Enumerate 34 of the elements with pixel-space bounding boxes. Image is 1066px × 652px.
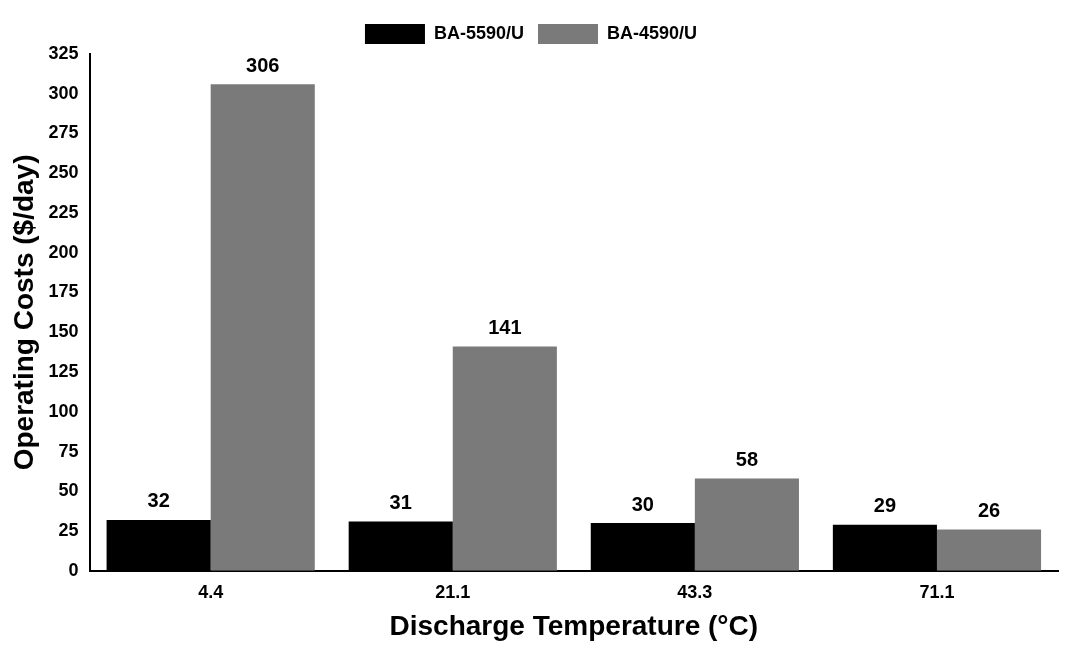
legend-label: BA-4590/U: [607, 22, 698, 43]
data-label: 31: [389, 491, 412, 514]
x-tick-label: 43.3: [677, 581, 713, 602]
y-tick-label: 125: [48, 361, 79, 381]
y-tick-label: 275: [48, 122, 79, 143]
y-tick-label: 50: [58, 480, 79, 501]
x-tick-label: 21.1: [435, 581, 471, 602]
data-label: 58: [735, 448, 759, 471]
y-tick-label: 300: [48, 82, 79, 103]
y-tick-label: 0: [68, 559, 79, 580]
data-label: 306: [246, 53, 280, 76]
y-tick-label: 150: [48, 321, 79, 342]
legend-label: BA-5590/U: [433, 22, 525, 43]
y-tick-label: 175: [48, 281, 79, 302]
x-tick-label: 4.4: [198, 581, 224, 602]
data-label: 30: [631, 492, 654, 515]
x-axis-title: Discharge Temperature (°C): [389, 609, 759, 641]
y-tick-label: 200: [48, 241, 79, 262]
x-tick-label: 71.1: [919, 581, 955, 602]
bar: [694, 478, 799, 571]
y-tick-label: 225: [48, 201, 79, 222]
y-tick-label: 100: [48, 400, 79, 421]
bar: [452, 346, 557, 571]
bar: [210, 84, 315, 571]
y-tick-label: 75: [58, 440, 79, 461]
bar: [936, 529, 1042, 571]
y-tick-label: 25: [58, 520, 79, 541]
data-label: 141: [488, 316, 522, 339]
data-label: 29: [873, 494, 897, 517]
y-tick-label: 250: [48, 162, 79, 183]
data-label: 32: [147, 489, 170, 512]
y-axis-title: Operating Costs ($/day): [7, 154, 39, 471]
data-label: 26: [977, 498, 1001, 521]
y-tick-label: 325: [48, 42, 79, 63]
